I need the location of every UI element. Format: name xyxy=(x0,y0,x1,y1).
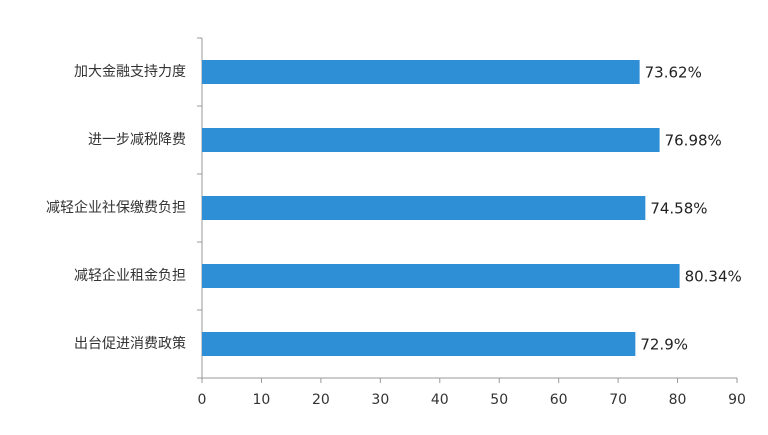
value-label: 80.34% xyxy=(685,268,742,286)
bar xyxy=(202,196,646,220)
category-label: 进一步减税降费 xyxy=(88,132,186,148)
category-label: 出台促进消费政策 xyxy=(74,335,186,352)
bar xyxy=(202,60,640,84)
category-label: 加大金融支持力度 xyxy=(74,64,186,80)
x-tick-label: 70 xyxy=(609,392,627,408)
x-tick-label: 40 xyxy=(431,392,449,408)
x-tick-label: 20 xyxy=(312,392,330,408)
x-tick-label: 60 xyxy=(550,392,568,408)
x-tick-label: 10 xyxy=(253,392,271,408)
bar xyxy=(202,128,660,152)
x-tick-label: 90 xyxy=(728,392,746,408)
value-label: 72.9% xyxy=(640,336,688,354)
category-label: 减轻企业社保缴费负担 xyxy=(46,199,186,216)
x-tick-label: 80 xyxy=(669,392,687,408)
x-tick-label: 0 xyxy=(198,392,207,408)
bar xyxy=(202,264,680,288)
bar xyxy=(202,332,636,356)
value-label: 73.62% xyxy=(645,64,702,82)
value-label: 76.98% xyxy=(665,132,722,150)
value-label: 74.58% xyxy=(650,200,707,218)
x-tick-label: 50 xyxy=(490,392,508,408)
category-label: 减轻企业租金负担 xyxy=(74,267,186,284)
x-tick-label: 30 xyxy=(371,392,389,408)
